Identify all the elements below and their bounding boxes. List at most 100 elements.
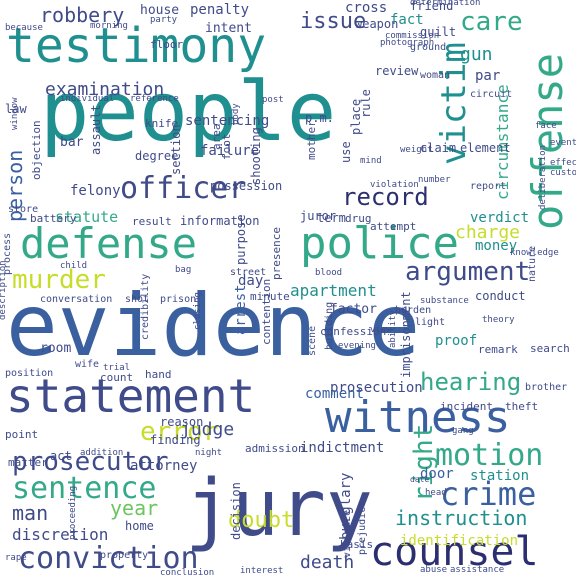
word-prosecutor: prosecutor xyxy=(12,447,169,477)
word-light: light xyxy=(415,317,445,328)
word-rape: rape xyxy=(5,553,27,563)
word-process: process xyxy=(2,233,13,275)
word-verdict: verdict xyxy=(470,210,529,226)
word-theft: theft xyxy=(505,400,538,413)
word-presence: presence xyxy=(270,227,283,280)
word-report: report xyxy=(470,181,506,192)
word-trial: trial xyxy=(103,363,130,373)
word-witness: witness xyxy=(325,392,510,443)
word-interest: interest xyxy=(240,566,283,576)
word-body: body xyxy=(231,103,241,125)
word-bag: bag xyxy=(175,265,191,275)
word-assistance: assistance xyxy=(450,565,504,575)
word-prison: prison xyxy=(160,294,196,305)
word-testimony: testimony xyxy=(6,18,266,74)
word-people: people xyxy=(40,65,336,160)
word-issue: issue xyxy=(300,9,366,34)
word-element: element xyxy=(460,141,511,155)
word-police: police xyxy=(300,218,459,269)
word-post: post xyxy=(262,95,284,105)
word-victim: victim xyxy=(434,42,474,165)
word-imprisonment: imprisonment xyxy=(399,291,413,378)
word-wife: wife xyxy=(75,359,99,370)
word-person: person xyxy=(3,150,27,222)
word-purpose: purpose xyxy=(234,214,248,265)
word-child: child xyxy=(60,261,87,271)
word-evening: evening xyxy=(338,341,376,351)
word-room: room xyxy=(40,341,71,356)
word-claim: claim xyxy=(420,141,456,155)
word-juror: juror xyxy=(300,209,336,223)
word-possession: possession xyxy=(210,179,282,193)
word-comment: comment xyxy=(305,386,364,402)
word-shooting: shooting xyxy=(249,127,263,185)
word-factor: factor xyxy=(330,302,377,317)
word-window: window xyxy=(10,97,20,130)
word-argument: argument xyxy=(405,257,530,287)
word-murder: murder xyxy=(12,265,106,295)
word-street: street xyxy=(230,267,266,278)
word-use: use xyxy=(339,141,353,163)
word-event: event xyxy=(550,138,576,148)
word-hand: hand xyxy=(145,368,172,381)
word-night: night xyxy=(195,448,222,458)
word-effect: effect xyxy=(550,158,576,168)
word-proof: proof xyxy=(435,333,477,349)
word-term: term xyxy=(317,211,346,225)
word-burden: burden xyxy=(395,305,431,316)
word-point: point xyxy=(5,428,38,441)
word-search: search xyxy=(530,342,570,355)
word-property: property xyxy=(100,550,148,561)
word-officer: officer xyxy=(120,171,246,206)
word-description: description xyxy=(0,260,8,320)
word-reason: reason xyxy=(160,415,203,429)
word-photograph: photograph xyxy=(380,38,434,48)
word-instruction: instruction xyxy=(395,506,527,530)
word-theory: theory xyxy=(482,315,515,325)
word-number: number xyxy=(418,175,451,185)
word-substance: substance xyxy=(420,296,469,306)
word-fact: fact xyxy=(390,12,424,28)
word-proceeding: proceeding xyxy=(68,486,78,540)
word-robbery: robbery xyxy=(40,3,124,27)
word-incident: incident xyxy=(440,400,493,413)
word-violence: violence xyxy=(342,510,353,558)
word-sentence: sentence xyxy=(12,471,157,506)
word-evidence: evidence xyxy=(6,276,420,376)
word-mind: mind xyxy=(360,156,382,166)
word-felony: felony xyxy=(70,183,121,199)
word-commission: commission xyxy=(385,31,439,41)
word-admission: admission xyxy=(245,442,305,455)
word-place: place xyxy=(349,99,363,135)
word-year: year xyxy=(110,496,158,520)
word-motion: motion xyxy=(435,438,543,473)
word-counsel: counsel xyxy=(370,529,539,575)
word-charge: charge xyxy=(455,222,520,243)
word-contention: contention xyxy=(260,279,273,345)
word-party: party xyxy=(150,15,178,25)
word-statement: statement xyxy=(6,369,255,423)
word-conversation: conversation xyxy=(40,294,112,305)
word-identification: identification xyxy=(400,533,518,549)
word-result: result xyxy=(132,215,172,228)
word-remark: remark xyxy=(478,343,518,356)
word-defense: defense xyxy=(20,219,197,268)
word-intent: intent xyxy=(205,21,252,36)
word-objection: objection xyxy=(30,120,43,180)
word-date: date xyxy=(410,475,429,484)
word-view: view xyxy=(370,325,392,335)
word-knife: knife xyxy=(145,117,178,130)
word-face: face xyxy=(535,121,557,131)
word-guilt: guilt xyxy=(420,25,456,39)
word-minute: minute xyxy=(250,290,290,303)
word-decision: decision xyxy=(229,482,243,540)
word-gun: gun xyxy=(460,44,493,65)
word-information: information xyxy=(180,214,259,228)
word-section: section xyxy=(169,124,183,175)
word-record: record xyxy=(342,183,429,211)
word-violation: violation xyxy=(370,180,419,190)
word-mother: mother xyxy=(305,120,318,160)
word-gang: gang xyxy=(452,426,474,436)
word-weight: weight xyxy=(400,145,433,155)
